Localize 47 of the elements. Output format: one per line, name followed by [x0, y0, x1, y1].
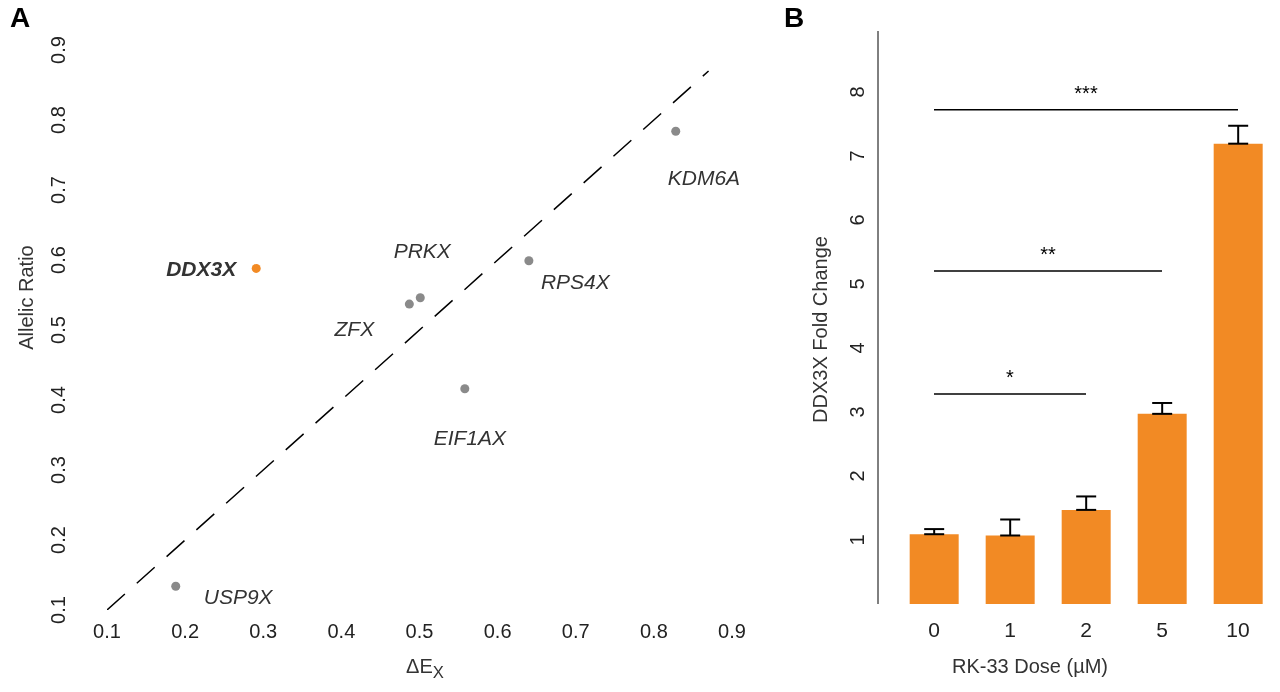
- x-tick-label: 0.6: [483, 620, 512, 643]
- x-tick-label: 10: [1226, 617, 1250, 641]
- y-tick-label: 0.7: [47, 176, 69, 204]
- x-tick-label: 5: [1156, 617, 1168, 641]
- ref-line-label: *: [1006, 366, 1015, 389]
- y-tick-label: 8: [846, 86, 868, 98]
- y-tick-label: 0.3: [47, 456, 69, 484]
- x-axis-title: RK-33 Dose (µM): [951, 655, 1109, 678]
- ref-line-label: ***: [1074, 81, 1098, 104]
- x-tick-label: 0.3: [249, 620, 278, 643]
- chart-title: A: [10, 2, 31, 34]
- y-tick-label: 6: [846, 214, 868, 226]
- chart-title: B: [784, 2, 805, 34]
- y-tick-label: 0.6: [47, 246, 69, 274]
- x-tick-label: 0.2: [171, 620, 200, 643]
- y-tick-label: 3: [846, 406, 868, 418]
- y-tick-label: 0.1: [47, 596, 69, 624]
- y-tick-label: 0.2: [47, 526, 69, 554]
- y-tick-label: 5: [846, 278, 868, 290]
- annotation: KDM6A: [667, 166, 741, 190]
- y-axis-title: DDX3X Fold Change: [808, 235, 832, 425]
- x-axis-title: ΔE$_{X}$: [405, 655, 445, 683]
- y-tick-label: 2: [846, 470, 868, 482]
- annotation: USP9X: [203, 585, 274, 609]
- x-tick-label: 0: [928, 617, 940, 641]
- y-tick-label: 0.9: [47, 36, 69, 64]
- x-tick-label: 2: [1080, 617, 1092, 641]
- annotation: DDX3X: [166, 257, 239, 281]
- x-tick-label: 0.1: [93, 620, 121, 643]
- y-tick-label: 1: [846, 534, 868, 546]
- y-tick-label: 0.8: [47, 106, 69, 134]
- x-tick-label: 0.4: [327, 620, 356, 643]
- y-tick-label: 4: [846, 342, 868, 354]
- y-axis-title: Allelic Ratio: [14, 244, 38, 352]
- x-tick-label: 0.9: [718, 620, 746, 643]
- x-tick-label: 1: [1004, 617, 1016, 641]
- annotation: PRKX: [393, 238, 452, 262]
- y-tick-label: 7: [846, 150, 868, 162]
- x-tick-label: 0.8: [639, 620, 668, 643]
- ref-line-label: **: [1040, 243, 1056, 266]
- annotation: RPS4X: [540, 269, 611, 293]
- y-tick-label: 0.4: [47, 386, 69, 414]
- annotation: EIF1AX: [433, 425, 507, 449]
- x-tick-label: 0.5: [405, 620, 434, 643]
- x-tick-label: 0.7: [561, 620, 590, 643]
- y-tick-label: 0.5: [47, 316, 69, 344]
- annotation: ZFX: [333, 317, 376, 341]
